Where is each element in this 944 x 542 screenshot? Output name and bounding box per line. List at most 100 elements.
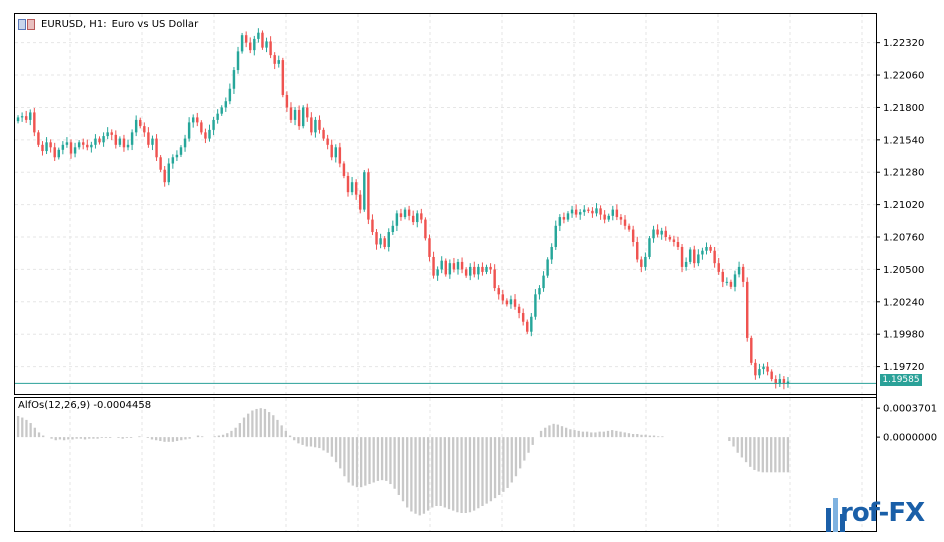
candle-body [204, 132, 207, 139]
candle-body [269, 41, 272, 56]
candle-body [151, 138, 154, 145]
candle-body [554, 225, 557, 247]
prof-fx-logo-icon: rof-FX [822, 494, 942, 540]
candle-body [20, 116, 24, 118]
candle-body [122, 138, 126, 148]
candle-body [61, 144, 65, 150]
candle-body [387, 232, 390, 247]
candle-body [265, 41, 268, 48]
candle-body [693, 249, 696, 264]
candle-body [501, 294, 505, 301]
candle-body [53, 147, 56, 158]
candle-body [493, 269, 496, 289]
candle-body [774, 379, 777, 385]
candle-body [762, 366, 765, 370]
candle-body [191, 117, 195, 123]
candle-body [766, 366, 769, 372]
candle-body [45, 142, 48, 152]
candle-body [709, 246, 712, 251]
price-tick-label: 1.22060 [883, 71, 924, 82]
price-tick-label: 1.21280 [883, 168, 924, 179]
candle-body [159, 157, 162, 170]
candle-body [664, 230, 667, 238]
candle-body [346, 175, 350, 193]
candle-body [224, 101, 228, 108]
candle-body [391, 225, 395, 233]
candle-body [546, 259, 549, 276]
candle-body [428, 238, 431, 257]
candle-body [407, 209, 411, 216]
candle-body [416, 213, 419, 223]
candle-body [126, 144, 130, 148]
candle-body [106, 132, 109, 137]
candle-body [583, 209, 586, 213]
candle-body [110, 132, 113, 135]
logo-text: rof-FX [840, 498, 925, 528]
candle-body [37, 132, 40, 145]
candle-body [460, 261, 464, 270]
candle-body [587, 209, 590, 211]
candle-body [485, 266, 488, 272]
candle-body [411, 215, 415, 223]
candle-body [424, 219, 427, 239]
price-tick-label: 1.21800 [883, 103, 924, 114]
candle-body [786, 381, 790, 385]
price-tick-label: 1.20240 [883, 297, 924, 308]
candle-body [513, 299, 517, 307]
candle-body [444, 260, 447, 275]
candle-body [468, 266, 472, 276]
candle-body [725, 281, 729, 283]
candle-body [293, 109, 297, 120]
candle-body [232, 70, 236, 89]
candle-body [680, 246, 684, 267]
candle-body [118, 138, 122, 145]
candle-body [623, 219, 627, 226]
candle-body [330, 144, 333, 158]
candle-body [253, 38, 256, 51]
candle-body [163, 169, 166, 183]
candle-body [770, 371, 773, 380]
candle-body [464, 269, 468, 276]
candle-body [701, 250, 704, 255]
candle-body [778, 379, 782, 385]
chart-symbol: EURUSD, H1: [41, 18, 107, 30]
candle-body [574, 209, 578, 215]
candle-body [717, 263, 720, 272]
candle-body [644, 256, 647, 267]
candle-body [550, 246, 553, 260]
candle-body [342, 163, 346, 176]
candle-body [741, 266, 745, 282]
osc-tick-label: 0.0000000 [883, 433, 937, 444]
candle-body [558, 217, 562, 226]
candle-body [611, 209, 615, 216]
candle-body [98, 138, 101, 143]
candle-body [750, 337, 753, 363]
candle-body [257, 32, 260, 39]
candle-body [595, 208, 598, 214]
price-tick-label: 1.22320 [883, 38, 924, 49]
candle-body [289, 107, 293, 120]
candle-body [746, 281, 749, 338]
current-price-badge: 1.19585 [880, 374, 922, 386]
candle-body [603, 214, 606, 220]
candle-body [338, 147, 342, 164]
candle-body [758, 369, 761, 376]
candle-body [636, 242, 639, 260]
candle-body [562, 217, 566, 220]
chart-description: Euro vs US Dollar [111, 18, 199, 30]
candle-body [688, 249, 692, 262]
candle-body [350, 182, 354, 193]
candle-body [697, 254, 700, 264]
candle-body [733, 274, 737, 287]
candle-body [721, 271, 725, 282]
candle-body [640, 259, 643, 267]
logo-mark-icon [826, 498, 845, 532]
candle-body [440, 260, 443, 270]
candle-body [615, 209, 619, 218]
candle-body [375, 232, 378, 245]
candle-body [77, 142, 81, 148]
candle-body [175, 154, 179, 158]
candle-body [367, 172, 370, 220]
